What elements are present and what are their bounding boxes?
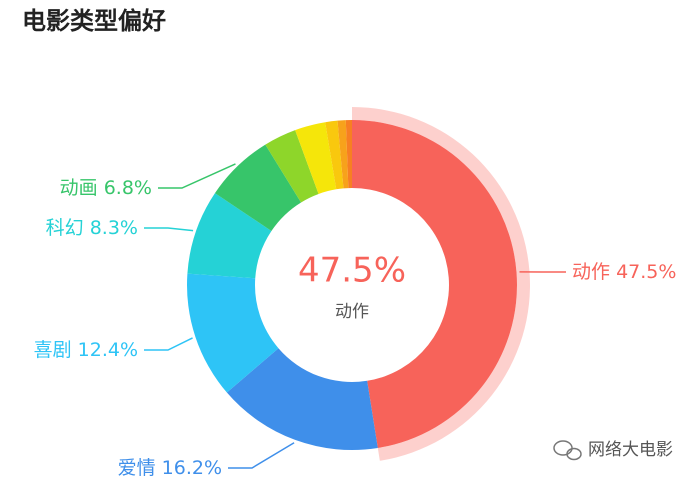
label-category: 动作 — [572, 261, 610, 283]
data-label: 爱情 16.2% — [118, 457, 222, 479]
donut-slice — [187, 273, 279, 393]
donut-slice — [352, 120, 517, 448]
data-label: 动画 6.8% — [60, 177, 152, 199]
label-category: 爱情 — [118, 457, 156, 479]
donut-slice — [226, 348, 378, 450]
label-value: 6.8% — [104, 177, 152, 199]
leader-line — [228, 442, 295, 469]
watermark: 网络大电影 — [588, 440, 673, 460]
watermark-icon — [553, 440, 582, 461]
label-category: 喜剧 — [34, 339, 72, 361]
label-value: 12.4% — [78, 339, 138, 361]
donut-slice — [325, 120, 344, 190]
label-value: 16.2% — [162, 457, 222, 479]
donut-slice — [187, 193, 272, 279]
center-category: 动作 — [335, 302, 369, 322]
data-label: 科幻 8.3% — [46, 217, 138, 239]
label-category: 动画 — [60, 177, 98, 199]
donut-slice — [337, 120, 349, 189]
label-value: 8.3% — [90, 217, 138, 239]
chart-title: 电影类型偏好 — [22, 7, 166, 35]
center-value: 47.5% — [298, 251, 406, 291]
donut-slice — [265, 130, 319, 203]
donut-slice — [345, 120, 352, 189]
donut-slice — [295, 122, 337, 194]
leader-line — [144, 227, 194, 232]
data-label: 喜剧 12.4% — [34, 339, 138, 361]
label-value: 47.5% — [616, 261, 676, 283]
label-category: 科幻 — [46, 217, 84, 239]
leader-line — [158, 163, 236, 189]
data-label: 动作 47.5% — [572, 261, 676, 283]
donut-slice — [214, 144, 302, 231]
leader-line — [144, 337, 193, 351]
